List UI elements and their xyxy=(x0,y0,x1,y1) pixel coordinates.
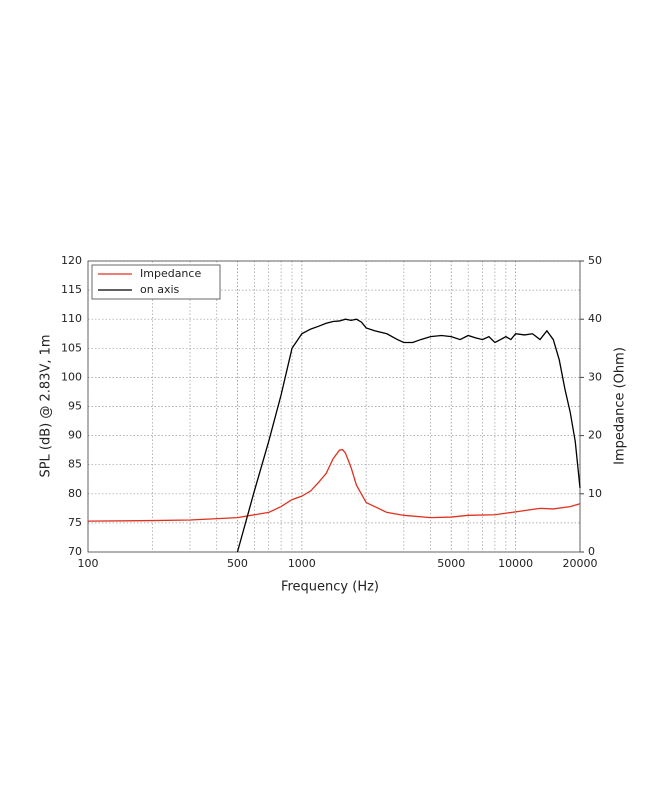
x-axis-label: Frequency (Hz) xyxy=(281,580,379,595)
plot-frame xyxy=(87,260,581,553)
line xyxy=(87,448,581,522)
y-axis-label: SPL (dB) @ 2.83V, 1m xyxy=(39,334,54,477)
y-tick-label: 95 xyxy=(68,400,82,413)
y-tick-label: 90 xyxy=(68,429,82,442)
x-tick-label: 100 xyxy=(78,557,99,570)
y-tick-label: 120 xyxy=(61,254,82,267)
y2-axis-label: Impedance (Ohm) xyxy=(613,347,628,465)
y-tick-label: 80 xyxy=(68,487,82,500)
x-tick-label: 1000 xyxy=(288,557,316,570)
y2-tick-label: 0 xyxy=(588,545,595,558)
y-tick-label: 85 xyxy=(68,458,82,471)
y2-tick-label: 20 xyxy=(588,429,602,442)
x-tick-label: 5000 xyxy=(437,557,465,570)
line xyxy=(236,318,581,553)
y2-tick-label: 10 xyxy=(588,487,602,500)
legend-box xyxy=(91,264,221,300)
y-tick-label: 70 xyxy=(68,545,82,558)
x-tick-label: 500 xyxy=(227,557,248,570)
y2-tick-label: 40 xyxy=(588,312,602,325)
legend-label: Impedance xyxy=(140,267,201,280)
x-tick-label: 10000 xyxy=(498,557,533,570)
y-tick-label: 105 xyxy=(61,341,82,354)
legend-label: on axis xyxy=(140,283,180,296)
y-tick-label: 110 xyxy=(61,312,82,325)
y2-tick-label: 30 xyxy=(588,370,602,383)
y-tick-label: 75 xyxy=(68,516,82,529)
x-tick-label: 20000 xyxy=(563,557,598,570)
y2-tick-label: 50 xyxy=(588,254,602,267)
y-tick-label: 115 xyxy=(61,283,82,296)
y-tick-label: 100 xyxy=(61,370,82,383)
